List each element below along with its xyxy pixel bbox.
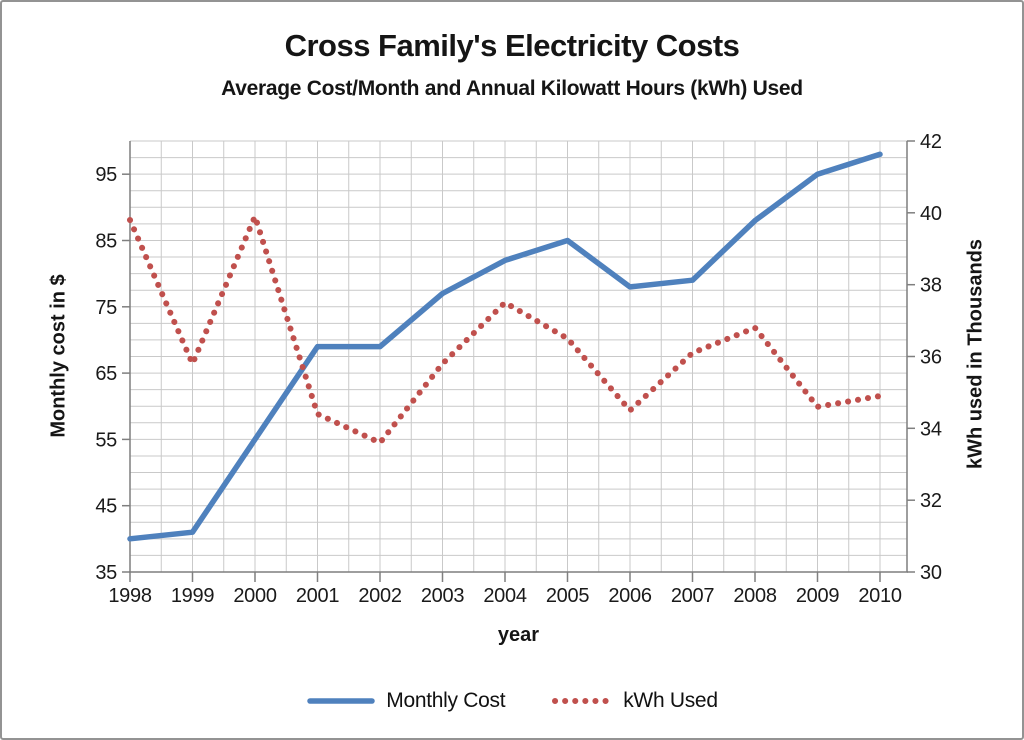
svg-text:65: 65 xyxy=(95,363,117,385)
svg-text:40: 40 xyxy=(920,203,942,225)
svg-text:42: 42 xyxy=(920,131,942,153)
svg-text:2007: 2007 xyxy=(671,585,714,607)
svg-text:55: 55 xyxy=(95,429,117,451)
kwh-used-series-line xyxy=(127,213,883,446)
legend-kwh-used-dots-sample xyxy=(552,698,613,704)
svg-text:2006: 2006 xyxy=(608,585,651,607)
svg-text:30: 30 xyxy=(920,562,942,584)
gridlines xyxy=(129,140,907,573)
right-axis-title: kWh used in Thousands xyxy=(964,238,987,470)
chart-legend: Monthly Cost kWh Used xyxy=(2,686,1022,716)
svg-text:2010: 2010 xyxy=(858,585,901,607)
svg-text:2004: 2004 xyxy=(483,585,526,607)
svg-text:85: 85 xyxy=(95,231,117,253)
svg-text:32: 32 xyxy=(920,490,942,512)
legend-label-monthly-cost: Monthly Cost xyxy=(386,689,506,712)
monthly-cost-series-line xyxy=(127,151,883,542)
svg-text:2002: 2002 xyxy=(358,585,401,607)
chart-title: Cross Family's Electricity Costs xyxy=(284,28,740,63)
left-axis-title: Monthly cost in $ xyxy=(47,274,70,438)
svg-text:35: 35 xyxy=(95,562,117,584)
chart-subtitle: Average Cost/Month and Annual Kilowatt H… xyxy=(221,77,803,100)
svg-text:36: 36 xyxy=(920,347,942,369)
svg-text:2005: 2005 xyxy=(546,585,589,607)
legend-label-kwh-used: kWh Used xyxy=(623,689,718,712)
svg-text:2008: 2008 xyxy=(733,585,776,607)
svg-text:38: 38 xyxy=(920,275,942,297)
legend-monthly-cost-line-sample xyxy=(307,698,376,704)
svg-text:2003: 2003 xyxy=(421,585,464,607)
axes-and-ticks xyxy=(122,140,915,582)
svg-text:2009: 2009 xyxy=(796,585,839,607)
svg-text:45: 45 xyxy=(95,496,117,518)
x-axis-title: year xyxy=(497,624,540,646)
svg-text:2001: 2001 xyxy=(296,585,339,607)
svg-text:2000: 2000 xyxy=(233,585,276,607)
axis-tick-labels: 35 45 55 65 75 85 95 30 32 34 36 38 40 42 1998 1999 2000… xyxy=(95,131,942,607)
svg-text:75: 75 xyxy=(95,297,117,319)
svg-text:1998: 1998 xyxy=(108,585,151,607)
svg-text:34: 34 xyxy=(920,418,942,440)
svg-text:1999: 1999 xyxy=(171,585,214,607)
svg-text:95: 95 xyxy=(95,164,117,186)
